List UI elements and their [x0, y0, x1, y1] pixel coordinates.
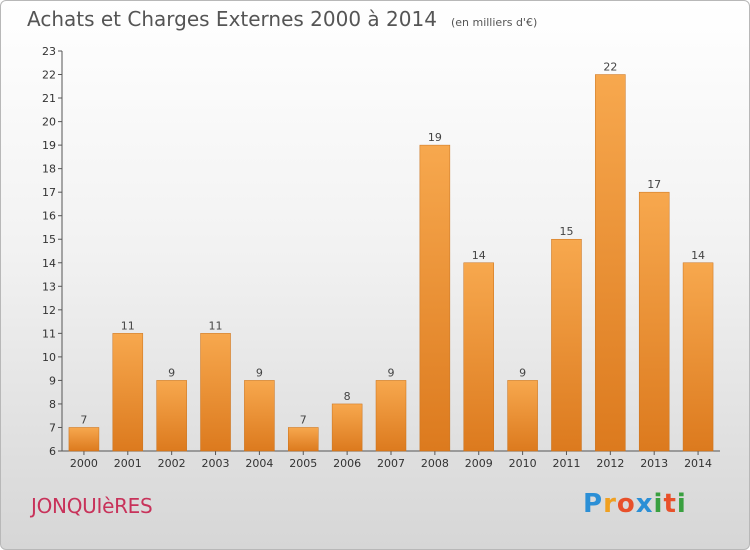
value-label-2002: 9 [168, 366, 175, 379]
y-tick-label: 8 [49, 398, 56, 411]
bar-2005 [288, 427, 319, 452]
bar-2012 [595, 74, 626, 452]
bar-2010 [507, 380, 538, 452]
x-tick-label-2001: 2001 [114, 457, 142, 470]
y-tick-label: 21 [42, 92, 56, 105]
y-tick-label: 17 [42, 186, 56, 199]
value-label-2010: 9 [519, 366, 526, 379]
proxiti-logo: Proxiti [583, 489, 687, 519]
x-tick-label-2007: 2007 [377, 457, 405, 470]
value-label-2009: 14 [472, 249, 486, 262]
bar-2004 [244, 380, 275, 452]
y-tick-label: 13 [42, 280, 56, 293]
x-tick-label-2010: 2010 [509, 457, 537, 470]
logo-letter: P [583, 489, 604, 519]
x-tick-label-2003: 2003 [202, 457, 230, 470]
bar-2013 [638, 191, 670, 452]
bar-2000 [68, 427, 100, 452]
y-tick-label: 19 [42, 139, 56, 152]
bar-2007 [375, 380, 407, 452]
bar-2008 [419, 144, 451, 452]
chart-title: Achats et Charges Externes 2000 à 2014 [27, 7, 437, 31]
bar-2006 [331, 403, 363, 452]
x-tick-label-2006: 2006 [333, 457, 361, 470]
value-label-2000: 7 [80, 413, 87, 426]
value-label-2008: 19 [428, 131, 442, 144]
commune-name: JONQUIèRES [31, 494, 153, 518]
x-tick-label-2005: 2005 [289, 457, 317, 470]
bar-2014 [682, 262, 714, 452]
bars-group: 7 11 9 11 9 7 8 9 19 14 9 15 22 17 14 [68, 61, 714, 452]
y-tick-label: 14 [42, 257, 56, 270]
x-tick-label-2000: 2000 [70, 457, 98, 470]
y-tick-label: 16 [42, 210, 56, 223]
logo-letter: i [653, 489, 664, 519]
value-label-2003: 11 [209, 319, 223, 332]
x-tick-label-2012: 2012 [596, 457, 624, 470]
x-tick-label-2004: 2004 [245, 457, 273, 470]
bar-2011 [551, 238, 582, 452]
value-label-2001: 11 [121, 319, 135, 332]
y-tick-label: 7 [49, 421, 56, 434]
bar-2002 [156, 380, 187, 452]
y-tick-label: 23 [42, 45, 56, 58]
y-tick-label: 12 [42, 304, 56, 317]
value-label-2012: 22 [603, 61, 617, 74]
x-tick-label-2009: 2009 [465, 457, 493, 470]
value-label-2013: 17 [647, 178, 661, 191]
y-tick-label: 15 [42, 233, 56, 246]
axes: 6 7 8 9 10 11 12 13 14 15 16 17 18 19 20 21 22 23 2000 2001… [42, 45, 720, 470]
y-tick-label: 6 [49, 445, 56, 458]
logo-letter: r [603, 489, 617, 519]
x-tick-label-2013: 2013 [640, 457, 668, 470]
x-tick-label-2011: 2011 [552, 457, 580, 470]
value-label-2007: 9 [388, 366, 395, 379]
value-label-2006: 8 [344, 390, 351, 403]
value-label-2011: 15 [559, 225, 573, 238]
bar-2009 [463, 262, 494, 452]
x-tick-label-2002: 2002 [158, 457, 186, 470]
value-label-2014: 14 [691, 249, 705, 262]
bar-2003 [200, 333, 231, 452]
y-tick-label: 11 [42, 327, 56, 340]
x-tick-label-2008: 2008 [421, 457, 449, 470]
y-tick-label: 22 [42, 69, 56, 82]
bar-2001 [112, 333, 144, 452]
value-label-2005: 7 [300, 413, 307, 426]
logo-letter: o [616, 489, 636, 519]
value-label-2004: 9 [256, 366, 263, 379]
logo-letter: x [635, 489, 654, 519]
y-tick-label: 9 [49, 374, 56, 387]
y-tick-label: 10 [42, 351, 56, 364]
x-tick-label-2014: 2014 [684, 457, 712, 470]
chart-subtitle: (en milliers d'€) [450, 16, 538, 29]
y-tick-label: 20 [42, 116, 56, 129]
title-row: Achats et Charges Externes 2000 à 2014 (e… [27, 7, 537, 31]
logo-letter: i [676, 489, 687, 519]
logo-letter: t [663, 489, 677, 519]
y-tick-label: 18 [42, 163, 56, 176]
